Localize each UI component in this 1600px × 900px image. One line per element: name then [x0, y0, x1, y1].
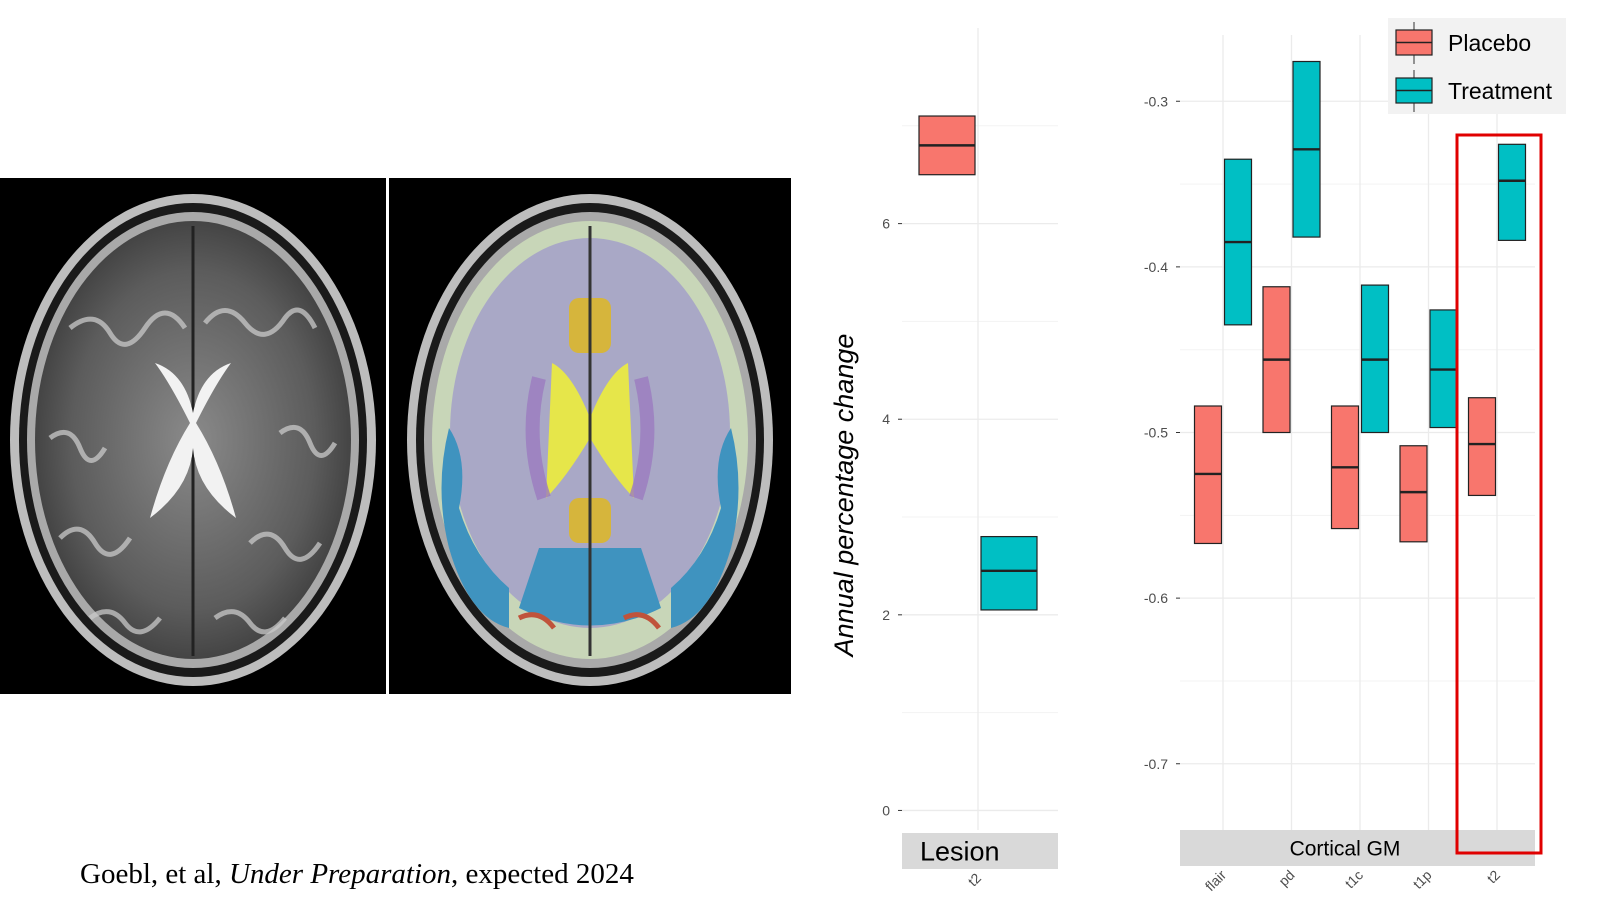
box-treatment-t2 — [980, 535, 1038, 611]
legend-background — [1388, 18, 1566, 114]
x-tick-label: flair — [1202, 867, 1230, 895]
citation-rest: , expected 2024 — [451, 858, 634, 890]
legend-key-placebo — [1395, 29, 1433, 56]
y-tick-label: 2 — [882, 607, 890, 623]
facet-strip — [1180, 830, 1535, 866]
box-placebo-t2 — [1467, 397, 1497, 497]
box-treatment-flair — [1223, 158, 1253, 326]
y-tick-label: -0.7 — [1144, 756, 1168, 772]
panel-cortical-gm: -0.3 -0.4 -0.5 -0.6 -0.7 flair pd t1c t1p t2 Corti… — [1144, 35, 1543, 895]
y-tick-label: -0.3 — [1144, 93, 1168, 109]
box-treatment-pd — [1292, 60, 1321, 238]
legend: Placebo Treatment — [1388, 18, 1566, 114]
panel-lesion: 0 2 4 6 t2 Lesion — [882, 28, 1058, 889]
box-placebo-flair — [1193, 405, 1223, 545]
y-tick-label: 6 — [882, 216, 890, 232]
box-placebo-t2 — [918, 115, 976, 176]
facet-strip — [902, 833, 1058, 869]
x-tick-label: t2 — [965, 870, 985, 890]
y-tick-label: 0 — [882, 802, 890, 818]
y-tick-label: -0.6 — [1144, 590, 1168, 606]
x-tick-label: t2 — [1484, 867, 1504, 887]
y-tick-label: 4 — [882, 411, 890, 427]
y-tick-label: -0.5 — [1144, 425, 1168, 441]
facet-strip-label: Lesion — [920, 836, 1000, 866]
citation-venue: Under Preparation — [228, 858, 452, 890]
legend-label-placebo: Placebo — [1448, 30, 1531, 56]
citation-author: Goebl, et al, — [80, 858, 222, 890]
y-tick-label: -0.4 — [1144, 259, 1168, 275]
box-treatment-t1p — [1429, 309, 1458, 429]
legend-key-treatment — [1395, 77, 1433, 104]
box-placebo-t1c — [1330, 405, 1360, 530]
x-tick-label: t1p — [1410, 867, 1435, 892]
facet-strip-label: Cortical GM — [1290, 837, 1401, 860]
x-tick-label: pd — [1275, 867, 1297, 889]
highlight-box-t2 — [1455, 133, 1543, 855]
x-tick-label: t1c — [1342, 867, 1367, 892]
mri-segmentation-overlay — [389, 178, 791, 694]
box-placebo-t1p — [1399, 445, 1428, 543]
mri-t2-axial-slice — [0, 178, 386, 694]
box-treatment-t1c — [1360, 284, 1390, 434]
box-treatment-t2 — [1497, 143, 1527, 241]
legend-label-treatment: Treatment — [1448, 78, 1553, 104]
citation: Goebl, et al, Under Preparation, expecte… — [80, 858, 634, 891]
y-axis-label: Annual percentage change — [829, 334, 859, 659]
box-placebo-pd — [1262, 286, 1291, 434]
